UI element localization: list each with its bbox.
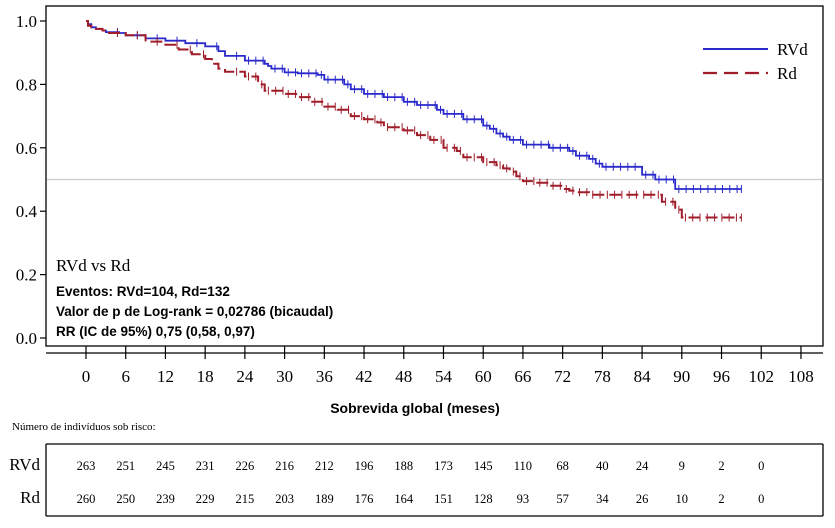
y-tick-label: 0.4 bbox=[16, 202, 38, 221]
hazard-ratio-label: RR (IC de 95%) 0,75 (0,58, 0,97) bbox=[56, 324, 255, 339]
axis-layer: 0.0 0.2 0.4 0.6 0.8 1.0 0 6 12 18 24 30 36 42 48 54 60 66… bbox=[16, 12, 823, 386]
plot-frame bbox=[45, 5, 824, 347]
risk-value-rvd: 0 bbox=[758, 459, 764, 473]
risk-value-rvd: 68 bbox=[556, 459, 569, 473]
y-tick-label: 1.0 bbox=[16, 12, 37, 31]
risk-table: RVd Rd 263 251 245 231 226 216 212 196 188 173 145… bbox=[9, 443, 824, 517]
y-tick-label: 0.2 bbox=[16, 266, 37, 285]
x-tick-label: 30 bbox=[276, 367, 293, 386]
x-tick-label: 84 bbox=[634, 367, 652, 386]
x-tick-label: 6 bbox=[121, 367, 130, 386]
x-tick-label: 12 bbox=[157, 367, 174, 386]
series-layer bbox=[86, 20, 742, 222]
risk-table-title: Número de indivíduos sob risco: bbox=[12, 421, 156, 433]
x-tick-label: 54 bbox=[435, 367, 453, 386]
risk-value-rvd: 231 bbox=[196, 459, 215, 473]
x-tick-label: 36 bbox=[316, 367, 333, 386]
risk-value-rvd: 245 bbox=[156, 459, 175, 473]
risk-value-rvd: 145 bbox=[474, 459, 493, 473]
x-tick-label: 72 bbox=[554, 367, 571, 386]
x-tick-label: 90 bbox=[673, 367, 690, 386]
x-tick-label: 108 bbox=[788, 367, 814, 386]
legend: RVd Rd bbox=[703, 40, 808, 83]
x-tick-label: 42 bbox=[356, 367, 373, 386]
risk-value-rd: 229 bbox=[196, 492, 215, 506]
risk-value-rd: 239 bbox=[156, 492, 175, 506]
x-tick-label: 78 bbox=[594, 367, 611, 386]
risk-value-rvd: 216 bbox=[275, 459, 294, 473]
pvalue-label: Valor de p de Log-rank = 0,02786 (bicaud… bbox=[56, 304, 333, 319]
risk-value-rvd: 110 bbox=[514, 459, 532, 473]
y-tick-label: 0.8 bbox=[16, 75, 37, 94]
risk-value-rd: 151 bbox=[434, 492, 453, 506]
risk-value-rd: 34 bbox=[596, 492, 609, 506]
legend-label-rd: Rd bbox=[777, 64, 797, 83]
risk-value-rd: 260 bbox=[77, 492, 96, 506]
survival-curve-rvd bbox=[86, 20, 742, 190]
risk-value-rd: 203 bbox=[275, 492, 294, 506]
legend-label-rvd: RVd bbox=[777, 40, 808, 59]
risk-value-rd: 176 bbox=[355, 492, 374, 506]
risk-row-label-rd: Rd bbox=[20, 488, 40, 507]
risk-value-rvd: 251 bbox=[116, 459, 135, 473]
risk-value-rd: 93 bbox=[517, 492, 530, 506]
x-tick-label: 18 bbox=[197, 367, 214, 386]
comparison-label: RVd vs Rd bbox=[56, 256, 131, 275]
risk-value-rd: 0 bbox=[758, 492, 764, 506]
y-tick-label: 0.6 bbox=[16, 139, 37, 158]
risk-value-rd: 10 bbox=[676, 492, 689, 506]
x-axis-title: Sobrevida global (meses) bbox=[330, 400, 500, 416]
risk-value-rd: 189 bbox=[315, 492, 334, 506]
risk-values: 263 251 245 231 226 216 212 196 188 173 145 110 68 40… bbox=[77, 459, 765, 506]
risk-value-rvd: 9 bbox=[679, 459, 685, 473]
risk-value-rd: 250 bbox=[116, 492, 135, 506]
x-tick-label: 24 bbox=[236, 367, 254, 386]
risk-value-rd: 57 bbox=[556, 492, 569, 506]
risk-value-rd: 26 bbox=[636, 492, 649, 506]
y-tick-label: 0.0 bbox=[16, 329, 37, 348]
risk-value-rvd: 196 bbox=[355, 459, 374, 473]
risk-value-rvd: 24 bbox=[636, 459, 649, 473]
survival-curve-rd bbox=[86, 20, 742, 219]
x-tick-label: 48 bbox=[395, 367, 412, 386]
risk-value-rd: 128 bbox=[474, 492, 493, 506]
x-tick-label: 66 bbox=[514, 367, 531, 386]
risk-value-rvd: 212 bbox=[315, 459, 334, 473]
x-tick-label: 60 bbox=[475, 367, 492, 386]
risk-value-rd: 2 bbox=[718, 492, 724, 506]
risk-value-rvd: 2 bbox=[718, 459, 724, 473]
risk-value-rd: 215 bbox=[236, 492, 255, 506]
x-tick-label: 102 bbox=[748, 367, 774, 386]
x-tick-label: 0 bbox=[82, 367, 91, 386]
risk-value-rvd: 173 bbox=[434, 459, 453, 473]
risk-value-rvd: 226 bbox=[236, 459, 255, 473]
risk-value-rvd: 263 bbox=[77, 459, 96, 473]
risk-value-rvd: 188 bbox=[394, 459, 413, 473]
risk-row-label-rvd: RVd bbox=[9, 455, 40, 474]
x-tick-label: 96 bbox=[713, 367, 730, 386]
events-label: Eventos: RVd=104, Rd=132 bbox=[56, 284, 230, 299]
risk-value-rd: 164 bbox=[394, 492, 414, 506]
risk-value-rvd: 40 bbox=[596, 459, 609, 473]
